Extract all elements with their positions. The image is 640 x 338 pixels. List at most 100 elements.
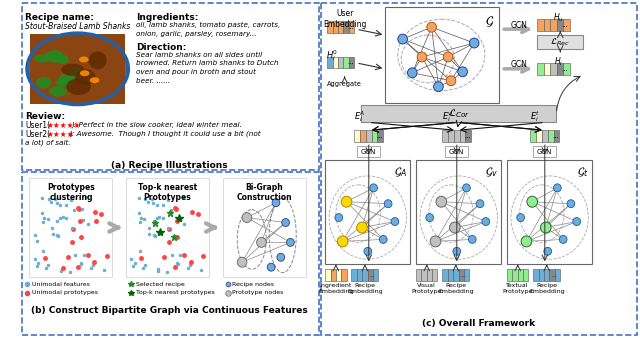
Circle shape <box>370 184 378 192</box>
Bar <box>554 130 559 142</box>
Text: a lot) of salt.: a lot) of salt. <box>26 139 71 146</box>
Circle shape <box>398 34 408 44</box>
Text: Recipe
Embedding: Recipe Embedding <box>529 283 564 294</box>
Bar <box>327 57 333 68</box>
Text: Unimodal prototypes: Unimodal prototypes <box>32 290 98 295</box>
FancyBboxPatch shape <box>223 178 306 277</box>
Ellipse shape <box>67 78 91 95</box>
Bar <box>351 269 356 281</box>
Circle shape <box>482 218 490 225</box>
FancyBboxPatch shape <box>325 160 410 264</box>
Bar <box>523 269 529 281</box>
Circle shape <box>469 38 479 48</box>
Circle shape <box>540 222 551 233</box>
Bar <box>367 269 373 281</box>
Text: Direction:: Direction: <box>136 43 186 52</box>
Circle shape <box>384 200 392 208</box>
Circle shape <box>458 67 467 77</box>
Bar <box>550 63 557 75</box>
Text: ★★★★: ★★★★ <box>47 130 74 139</box>
Bar <box>356 269 362 281</box>
Bar <box>550 269 555 281</box>
Ellipse shape <box>56 55 68 64</box>
Circle shape <box>476 200 484 208</box>
Bar <box>448 269 453 281</box>
Ellipse shape <box>69 67 81 77</box>
Bar <box>333 21 338 33</box>
Text: Top-k nearest
Prototypes: Top-k nearest Prototypes <box>138 183 197 202</box>
Text: ...: ... <box>552 133 559 139</box>
Bar <box>360 130 366 142</box>
Circle shape <box>335 214 342 222</box>
Text: ...: ... <box>561 22 568 28</box>
FancyBboxPatch shape <box>507 160 592 264</box>
Text: ): Awesome.  Though I thought it could use a bit (not: ): Awesome. Though I thought it could us… <box>70 130 262 137</box>
Text: Prototype nodes: Prototype nodes <box>232 290 284 295</box>
Circle shape <box>268 263 275 271</box>
FancyBboxPatch shape <box>357 146 380 157</box>
Circle shape <box>567 200 575 208</box>
Text: ): Perfect in the slow cooker, ideal winter meal.: ): Perfect in the slow cooker, ideal win… <box>72 121 243 128</box>
Text: GCN: GCN <box>510 21 527 30</box>
Circle shape <box>527 196 538 207</box>
Ellipse shape <box>34 54 51 63</box>
Text: $E_i^t$: $E_i^t$ <box>531 110 541 124</box>
Bar <box>544 269 550 281</box>
Bar <box>460 130 465 142</box>
Text: $\mathcal{L}_{Cor}$: $\mathcal{L}_{Cor}$ <box>447 107 470 120</box>
Text: oil, lamb shanks, tomato paste, carrots,
onion, garlic, parsley, rosemary...: oil, lamb shanks, tomato paste, carrots,… <box>136 22 280 37</box>
Circle shape <box>573 218 580 225</box>
Bar <box>344 57 349 68</box>
Bar <box>349 57 355 68</box>
Bar <box>563 63 570 75</box>
Ellipse shape <box>88 51 107 69</box>
Bar <box>336 269 341 281</box>
FancyBboxPatch shape <box>361 104 556 122</box>
FancyBboxPatch shape <box>126 178 209 277</box>
Ellipse shape <box>49 86 67 97</box>
Text: ★★★★★: ★★★★★ <box>47 121 81 130</box>
Text: (a) Recipe Illustrations: (a) Recipe Illustrations <box>111 161 228 170</box>
Bar <box>448 130 454 142</box>
Text: Textual
Prototype: Textual Prototype <box>502 283 533 294</box>
Text: ...: ... <box>461 273 467 277</box>
Text: Recipe name:: Recipe name: <box>26 13 94 22</box>
Text: Visual
Prototype: Visual Prototype <box>412 283 442 294</box>
Bar <box>30 34 125 103</box>
Bar <box>542 130 548 142</box>
Circle shape <box>417 52 427 62</box>
Circle shape <box>433 82 444 92</box>
Text: ...: ... <box>464 133 471 139</box>
Circle shape <box>242 213 252 222</box>
Bar <box>362 269 367 281</box>
Bar <box>555 269 560 281</box>
Text: GCN: GCN <box>449 149 465 155</box>
Bar <box>349 21 355 33</box>
Text: Recipe nodes: Recipe nodes <box>232 282 275 287</box>
Ellipse shape <box>79 56 89 63</box>
Bar <box>557 63 563 75</box>
Text: GCN: GCN <box>510 61 527 69</box>
Bar <box>507 269 513 281</box>
Bar <box>536 130 542 142</box>
Bar <box>539 269 544 281</box>
Text: User
Embedding: User Embedding <box>323 9 366 29</box>
Circle shape <box>436 196 447 207</box>
Text: $\mathcal{G}$: $\mathcal{G}$ <box>485 14 494 29</box>
Bar <box>366 130 372 142</box>
Circle shape <box>287 238 294 246</box>
Circle shape <box>446 76 456 86</box>
Bar <box>331 269 336 281</box>
FancyBboxPatch shape <box>385 7 499 102</box>
Circle shape <box>356 222 367 233</box>
Circle shape <box>463 184 470 192</box>
Circle shape <box>430 236 441 247</box>
Bar <box>537 63 543 75</box>
FancyBboxPatch shape <box>29 178 113 277</box>
Ellipse shape <box>80 70 90 76</box>
Circle shape <box>426 214 433 222</box>
Circle shape <box>544 247 552 255</box>
Text: Aggregate: Aggregate <box>327 81 362 87</box>
Ellipse shape <box>90 77 99 83</box>
Text: Ingredients:: Ingredients: <box>136 13 198 22</box>
